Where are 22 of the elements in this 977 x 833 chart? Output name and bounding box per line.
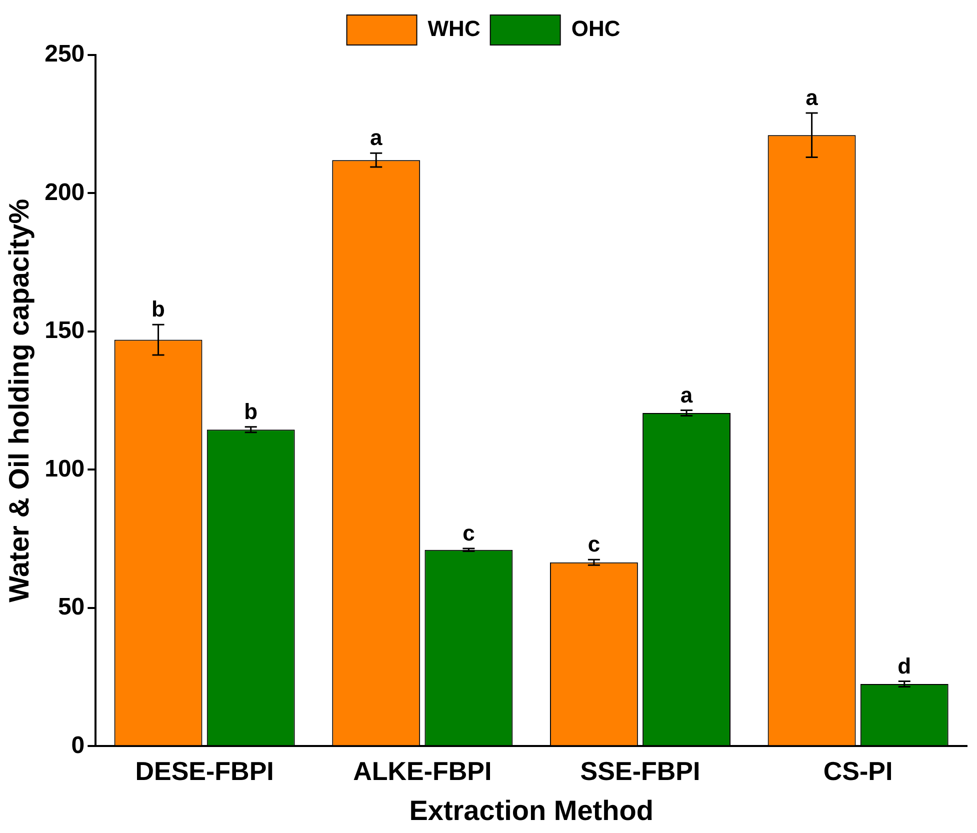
y-tick-label: 250 <box>44 40 85 68</box>
x-tick-label: SSE-FBPI <box>580 756 700 786</box>
x-axis-title: Extraction Method <box>409 794 654 826</box>
y-tick-label: 200 <box>44 178 85 206</box>
y-tick-label: 100 <box>44 455 85 482</box>
data-label: b <box>152 296 165 322</box>
y-tick-label: 0 <box>71 732 85 759</box>
legend-label: OHC <box>571 16 620 42</box>
y-axis-title: Water & Oil holding capacity% <box>4 198 35 602</box>
data-label: b <box>244 398 258 424</box>
data-label: a <box>370 125 383 150</box>
x-tick-label: ALKE-FBPI <box>353 756 492 786</box>
data-label: d <box>898 653 912 678</box>
y-tick-label: 50 <box>58 594 85 621</box>
legend-label: WHC <box>428 16 480 42</box>
data-label: a <box>806 85 819 110</box>
x-tick-label: DESE-FBPI <box>135 756 274 786</box>
data-label: c <box>588 532 600 557</box>
data-label: a <box>680 382 694 408</box>
y-tick-label: 150 <box>44 317 85 344</box>
x-tick-label: CS-PI <box>823 756 893 786</box>
data-label: c <box>462 520 475 546</box>
